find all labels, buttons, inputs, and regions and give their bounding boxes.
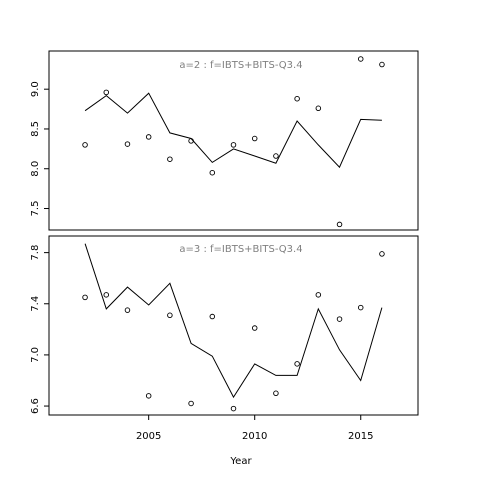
data-point [167, 312, 173, 319]
data-point [145, 393, 152, 399]
data-point [294, 361, 300, 367]
data-point [294, 95, 300, 102]
plot-frame-top [48, 50, 419, 231]
data-point [315, 105, 322, 112]
data-point [251, 325, 258, 331]
data-point [230, 405, 237, 412]
data-point [103, 89, 110, 96]
y-tick-label: 7.0 [30, 347, 41, 363]
x-tick-label: 2005 [136, 431, 161, 442]
data-point [357, 56, 364, 62]
series-line [84, 243, 383, 399]
data-point [315, 292, 322, 298]
data-point [379, 61, 385, 68]
data-point [82, 294, 88, 301]
x-tick-label: 2010 [242, 431, 267, 442]
x-tick-label: 2015 [348, 431, 373, 442]
data-point [167, 156, 173, 162]
y-tick-label: 6.6 [30, 398, 41, 414]
x-axis: 2005 2010 2015 [136, 414, 373, 442]
data-point [273, 153, 279, 159]
series-line [84, 92, 382, 169]
data-point [103, 292, 110, 298]
data-point [82, 142, 88, 148]
data-point [230, 142, 237, 148]
y-tick-label: 8.5 [30, 121, 41, 137]
data-point [124, 307, 131, 313]
y-tick-label: 9.0 [30, 81, 41, 97]
plot-frame-bottom [48, 235, 419, 416]
data-point [188, 138, 194, 144]
panel-bottom: a=3 : f=IBTS+BITS-Q3.4 6.6 7.0 7.4 7.8 [30, 235, 419, 416]
y-tick-label: 7.4 [30, 296, 41, 312]
data-point [336, 316, 343, 322]
data-point [209, 169, 216, 176]
panel-top: a=2 : f=IBTS+BITS-Q3.4 7.5 8.0 8.5 9.0 [30, 50, 419, 231]
y-tick-label: 7.8 [30, 245, 41, 261]
data-point [145, 134, 152, 140]
panel-title-top: a=2 : f=IBTS+BITS-Q3.4 [179, 60, 302, 71]
y-tick-label: 7.5 [30, 201, 41, 217]
data-point [273, 390, 279, 397]
panel-title-bottom: a=3 : f=IBTS+BITS-Q3.4 [179, 244, 302, 255]
data-point [124, 141, 131, 147]
x-axis-title: Year [229, 456, 252, 467]
y-tick-label: 8.0 [30, 161, 41, 177]
data-point [336, 221, 343, 228]
data-point [188, 400, 194, 407]
data-point [379, 251, 385, 257]
data-point [357, 304, 364, 311]
data-point [251, 135, 258, 142]
data-point [209, 313, 216, 320]
